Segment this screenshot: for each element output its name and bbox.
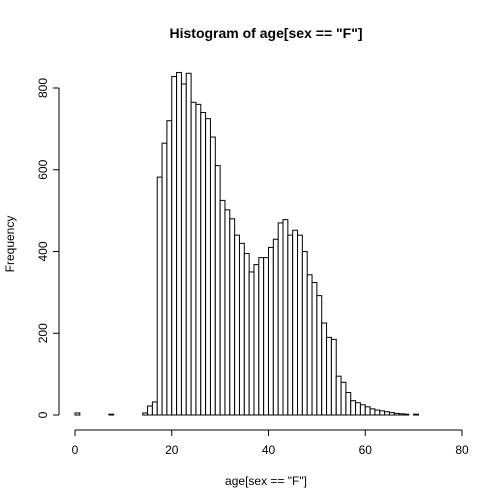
histogram-bar (171, 76, 178, 416)
histogram-bar (374, 409, 381, 416)
histogram-bar (384, 411, 390, 416)
histogram-bar (413, 413, 419, 416)
histogram-bar (335, 375, 342, 416)
histogram-bar (388, 412, 395, 416)
histogram-bar (350, 400, 357, 416)
histogram-bar (292, 229, 299, 416)
histogram-bar (243, 253, 250, 416)
histogram-bar (238, 242, 245, 416)
histogram-bar (219, 199, 226, 416)
histogram-bar (156, 176, 163, 416)
x-axis-label: age[sex == "F"] (225, 474, 307, 488)
histogram-bar (301, 251, 308, 416)
histogram-bar (108, 413, 115, 416)
histogram-bar (209, 136, 216, 416)
histogram-bar (330, 338, 337, 416)
x-tick-label: 40 (262, 443, 276, 457)
histogram-bar (311, 282, 318, 416)
y-axis: 0 200 400 600 800 (36, 78, 60, 418)
histogram-bar (229, 218, 236, 416)
histogram-bar (364, 406, 371, 416)
histogram-bar (398, 413, 405, 416)
histogram-bar (355, 402, 361, 416)
histogram-bar (340, 381, 347, 416)
histogram-bar (379, 410, 386, 416)
histogram-bar (200, 112, 207, 416)
histogram-bar (142, 412, 149, 416)
histogram-bar (359, 404, 366, 416)
histogram-bar (316, 295, 323, 416)
histogram-bar (180, 83, 187, 416)
histogram-bar (306, 274, 313, 416)
histogram-bar (224, 209, 231, 416)
histogram-bar (176, 71, 182, 416)
histogram-bar (253, 264, 260, 416)
histogram-bar (214, 165, 221, 416)
y-axis-label: Frequency (3, 216, 17, 273)
x-tick-label: 80 (455, 443, 469, 457)
histogram-bar (345, 392, 352, 416)
histogram-bar (205, 118, 211, 416)
histogram-bar (282, 219, 289, 416)
histogram-bar (248, 271, 255, 416)
y-tick-label: 600 (36, 159, 50, 179)
histogram-bar (147, 405, 153, 416)
x-tick-label: 20 (165, 443, 179, 457)
histogram-bar (297, 234, 303, 416)
histogram-bar (185, 72, 192, 416)
histogram-bar (277, 222, 284, 416)
histogram-bar (326, 336, 332, 416)
histogram-bar (258, 257, 265, 416)
y-tick-label: 400 (36, 241, 50, 261)
x-tick-label: 60 (359, 443, 373, 457)
y-tick-label: 0 (36, 411, 50, 418)
y-tick-label: 200 (36, 323, 50, 343)
histogram-bar (161, 142, 168, 416)
histogram-bar (272, 238, 279, 416)
x-axis: 0 20 40 60 80 (72, 429, 469, 457)
histogram-bar (287, 234, 294, 416)
histogram-bar (166, 120, 173, 416)
histogram-bar (268, 246, 274, 416)
histogram-bar (321, 322, 328, 416)
histogram-bar (263, 257, 270, 416)
histogram-bar (403, 413, 410, 416)
x-tick-label: 0 (72, 443, 79, 457)
histogram-bar (151, 401, 158, 416)
histogram-bars (74, 71, 419, 416)
histogram-bar (74, 412, 81, 416)
chart-title: Histogram of age[sex == "F"] (170, 25, 363, 41)
y-tick-label: 800 (36, 78, 50, 98)
histogram-bar (369, 408, 376, 416)
histogram-bar (195, 103, 202, 416)
histogram-bar (234, 234, 240, 416)
histogram-bar (393, 412, 400, 416)
histogram-bar (190, 101, 197, 416)
